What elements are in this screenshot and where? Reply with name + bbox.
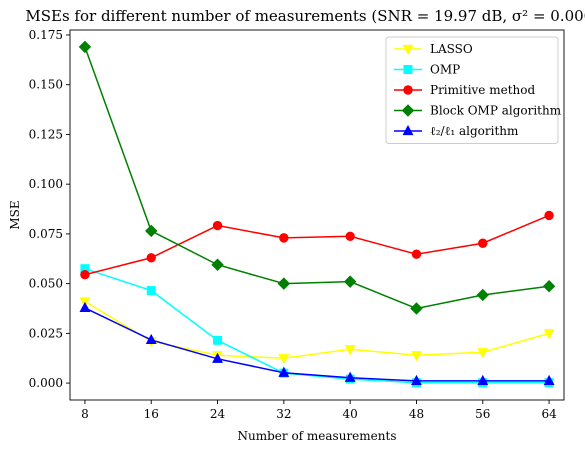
data-point — [411, 351, 422, 362]
data-point — [213, 335, 223, 345]
legend-entry: Primitive method — [394, 83, 535, 97]
y-tick-label: 0.175 — [29, 28, 63, 42]
data-point — [343, 275, 357, 288]
legend-box — [385, 36, 559, 144]
series-1 — [79, 297, 555, 365]
series-4 — [78, 40, 556, 315]
data-point — [477, 348, 489, 359]
data-point — [543, 329, 555, 340]
data-point — [212, 220, 223, 231]
data-point — [211, 258, 224, 271]
data-point — [78, 40, 92, 54]
data-point — [345, 231, 355, 241]
series-line — [84, 214, 550, 276]
data-point — [146, 253, 156, 263]
legend-marker — [402, 124, 414, 136]
data-point — [477, 374, 489, 386]
x-axis-label: Number of measurements — [238, 429, 397, 443]
series-line — [84, 46, 550, 310]
data-point — [145, 224, 158, 238]
y-axis-label: MSE — [8, 200, 22, 229]
x-tick-label: 56 — [475, 407, 490, 421]
data-point — [278, 366, 290, 377]
data-point — [146, 286, 156, 296]
data-point — [476, 288, 489, 302]
data-point — [79, 301, 91, 312]
x-tick-label: 16 — [144, 407, 159, 421]
y-tick-label: 0.050 — [29, 277, 63, 291]
legend-marker — [403, 85, 413, 95]
data-point — [277, 277, 291, 290]
y-tick-label: 0.100 — [29, 177, 63, 191]
legend-marker — [402, 44, 414, 56]
series-line — [84, 307, 550, 382]
axis-ticks: 8 16 24 32 40 48 56 64 0.000 0.025 0.050 0.075 0.100… — [29, 28, 557, 421]
data-point — [542, 280, 556, 293]
data-point — [145, 333, 157, 345]
series-3 — [80, 210, 554, 280]
legend-label: ℓ₂/ℓ₁ algorithm — [430, 124, 519, 138]
series-5 — [79, 301, 555, 386]
y-tick-label: 0.075 — [29, 227, 63, 241]
x-tick-label: 32 — [276, 407, 291, 421]
data-point — [278, 354, 290, 365]
data-point — [543, 374, 555, 386]
plot-area — [78, 40, 556, 388]
legend-marker — [403, 65, 413, 74]
legend: LASSO OMP Primitive method Block OMP algori… — [385, 36, 562, 144]
series-line — [84, 267, 550, 384]
legend-entry: Block OMP algorithm — [394, 104, 562, 118]
data-point — [410, 302, 423, 315]
legend-entry: OMP — [394, 63, 460, 77]
x-tick-label: 64 — [541, 407, 557, 421]
plot-frame — [69, 29, 565, 401]
data-point — [279, 233, 289, 243]
y-tick-label: 0.150 — [29, 78, 63, 92]
data-point — [212, 352, 223, 363]
legend-label: Block OMP algorithm — [430, 104, 562, 118]
chart-title: MSEs for different number of measurement… — [25, 7, 585, 25]
x-tick-label: 48 — [409, 407, 424, 421]
x-tick-label: 40 — [343, 407, 358, 421]
data-point — [344, 345, 356, 356]
legend-entry: ℓ₂/ℓ₁ algorithm — [394, 124, 519, 138]
data-point — [344, 371, 356, 382]
x-tick-label: 24 — [210, 407, 226, 421]
legend-marker — [401, 104, 415, 117]
legend-label: OMP — [430, 63, 460, 77]
data-point — [544, 210, 554, 221]
legend-label: LASSO — [430, 42, 473, 56]
data-point — [411, 374, 422, 386]
legend-entry: LASSO — [394, 42, 473, 56]
y-tick-label: 0.025 — [29, 326, 63, 340]
y-tick-label: 0.000 — [29, 376, 63, 390]
data-point — [411, 249, 422, 259]
x-tick-label: 8 — [81, 407, 89, 421]
y-tick-label: 0.125 — [29, 127, 63, 141]
data-point — [478, 238, 488, 248]
data-point — [80, 269, 90, 280]
legend-label: Primitive method — [430, 83, 535, 97]
